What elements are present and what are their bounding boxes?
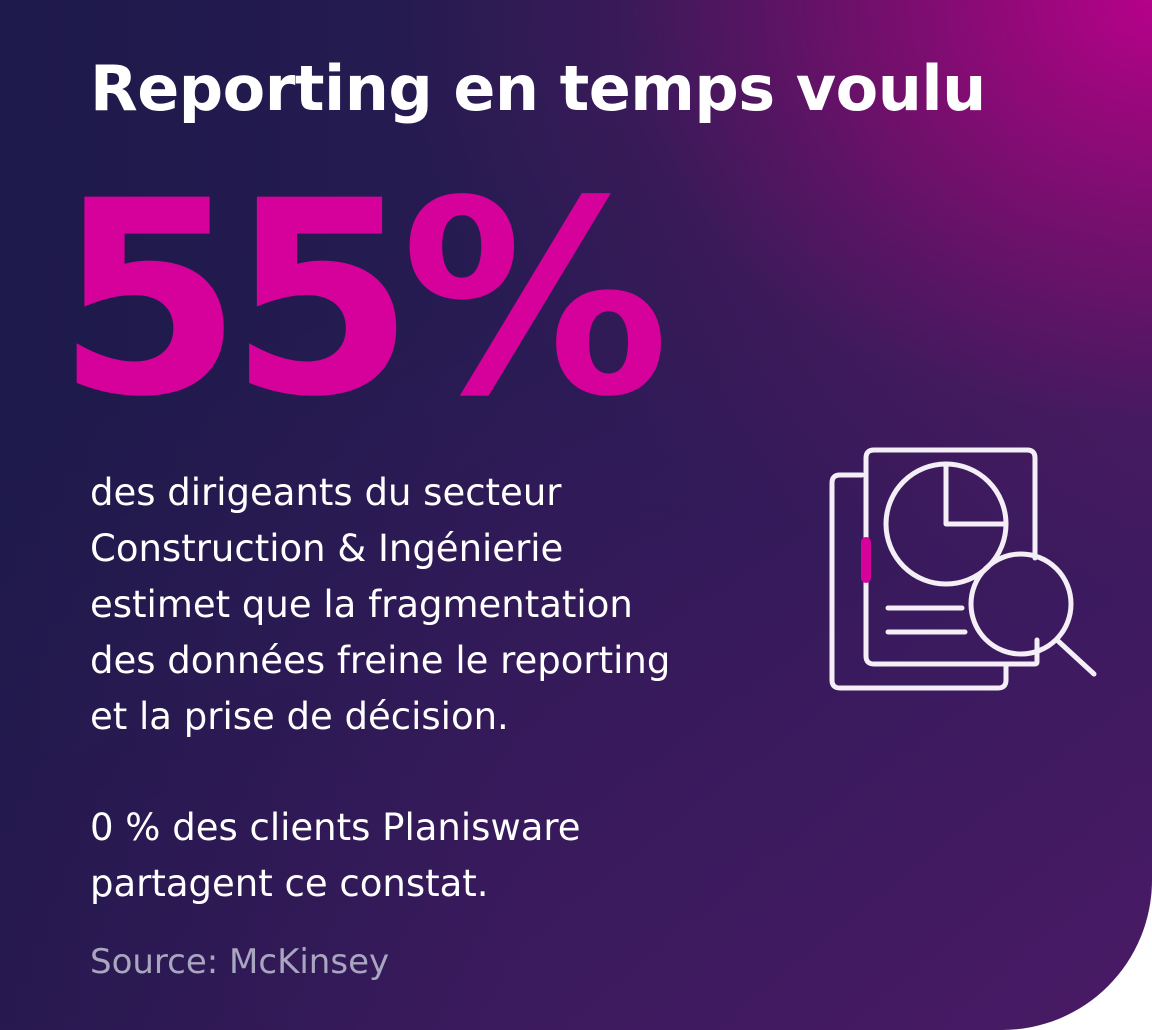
description-line: estimet que la fragmentation [90, 583, 633, 626]
description-line: et la prise de décision. [90, 695, 509, 738]
card-title: Reporting en temps voulu [90, 52, 986, 125]
description-line: des dirigeants du secteur [90, 471, 562, 514]
description-line: des données freine le reporting [90, 639, 671, 682]
description-line: Construction & Ingénierie [90, 527, 564, 570]
stat-description: des dirigeants du secteur Construction &… [90, 465, 810, 745]
client-note: 0 % des clients Planisware partagent ce … [90, 800, 810, 912]
source-citation: Source: McKinsey [90, 942, 390, 982]
note-line: 0 % des clients Planisware [90, 806, 581, 849]
stat-value: 55% [56, 144, 669, 456]
note-line: partagent ce constat. [90, 862, 489, 905]
report-magnifier-icon [829, 447, 1097, 691]
